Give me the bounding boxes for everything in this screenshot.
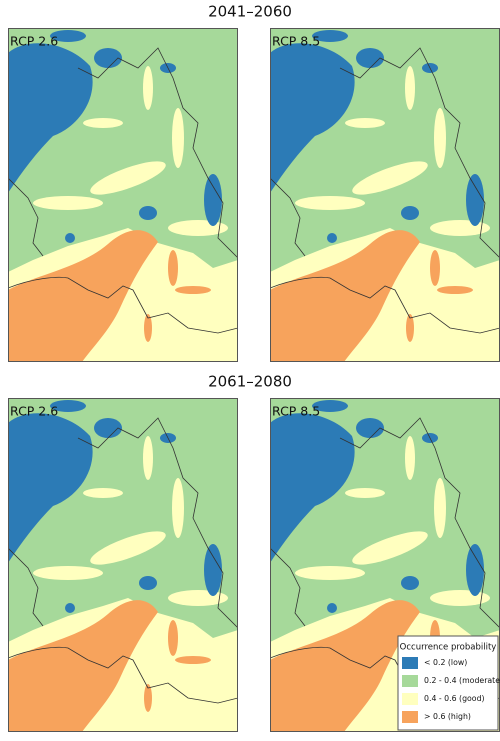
legend-title: Occurrence probability <box>400 643 497 653</box>
legend: Occurrence probability < 0.2 (low) 0.2 -… <box>397 635 500 731</box>
map <box>8 28 238 362</box>
map <box>8 398 238 732</box>
legend-label: > 0.6 (high) <box>424 712 471 721</box>
legend-swatch <box>402 711 418 723</box>
legend-swatch <box>402 693 418 705</box>
legend-swatch <box>402 675 418 687</box>
section-title: 2041–2060 <box>208 3 292 21</box>
map <box>270 28 500 362</box>
legend-label: 0.2 - 0.4 (moderate) <box>424 676 500 685</box>
panel-label: RCP 2.6 <box>10 404 58 419</box>
legend-swatch <box>402 657 418 669</box>
panel-label: RCP 8.5 <box>272 34 320 49</box>
panel-label: RCP 2.6 <box>10 34 58 49</box>
section-title: 2061–2080 <box>208 373 292 391</box>
legend-label: < 0.2 (low) <box>424 658 467 667</box>
panel-label: RCP 8.5 <box>272 404 320 419</box>
legend-label: 0.4 - 0.6 (good) <box>424 694 485 703</box>
